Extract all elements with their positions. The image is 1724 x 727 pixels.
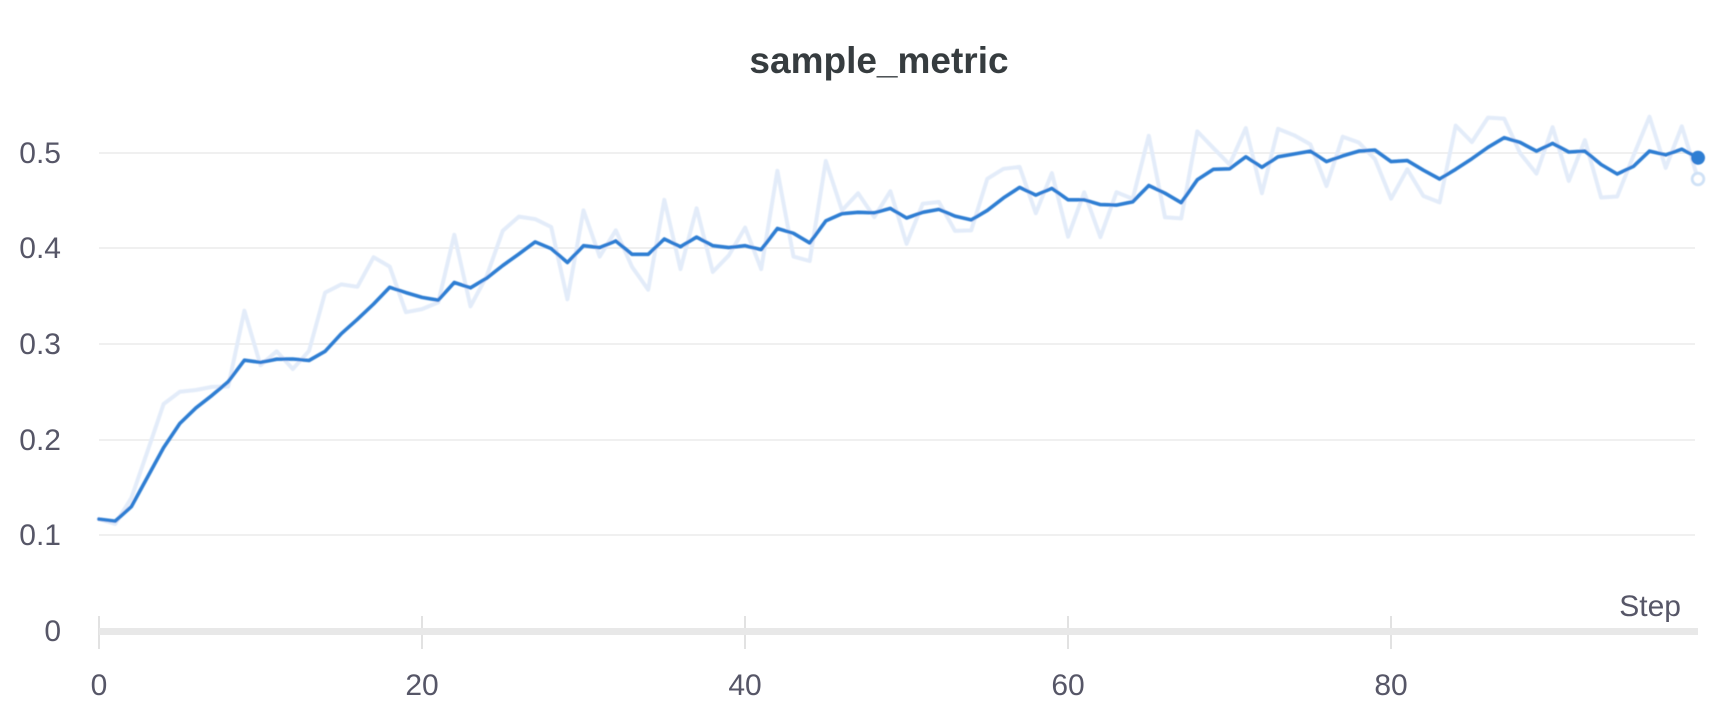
- svg-text:0.2: 0.2: [19, 424, 61, 457]
- svg-text:sample_metric: sample_metric: [749, 40, 1008, 81]
- svg-text:0.1: 0.1: [19, 519, 61, 552]
- svg-text:0.3: 0.3: [19, 328, 61, 361]
- svg-text:0: 0: [44, 615, 61, 648]
- svg-text:0.5: 0.5: [19, 137, 61, 170]
- svg-text:20: 20: [405, 669, 438, 702]
- svg-text:80: 80: [1374, 669, 1407, 702]
- svg-text:40: 40: [728, 669, 761, 702]
- svg-text:0: 0: [91, 669, 108, 702]
- svg-text:60: 60: [1051, 669, 1084, 702]
- svg-text:Step: Step: [1619, 590, 1681, 623]
- svg-text:0.4: 0.4: [19, 232, 61, 265]
